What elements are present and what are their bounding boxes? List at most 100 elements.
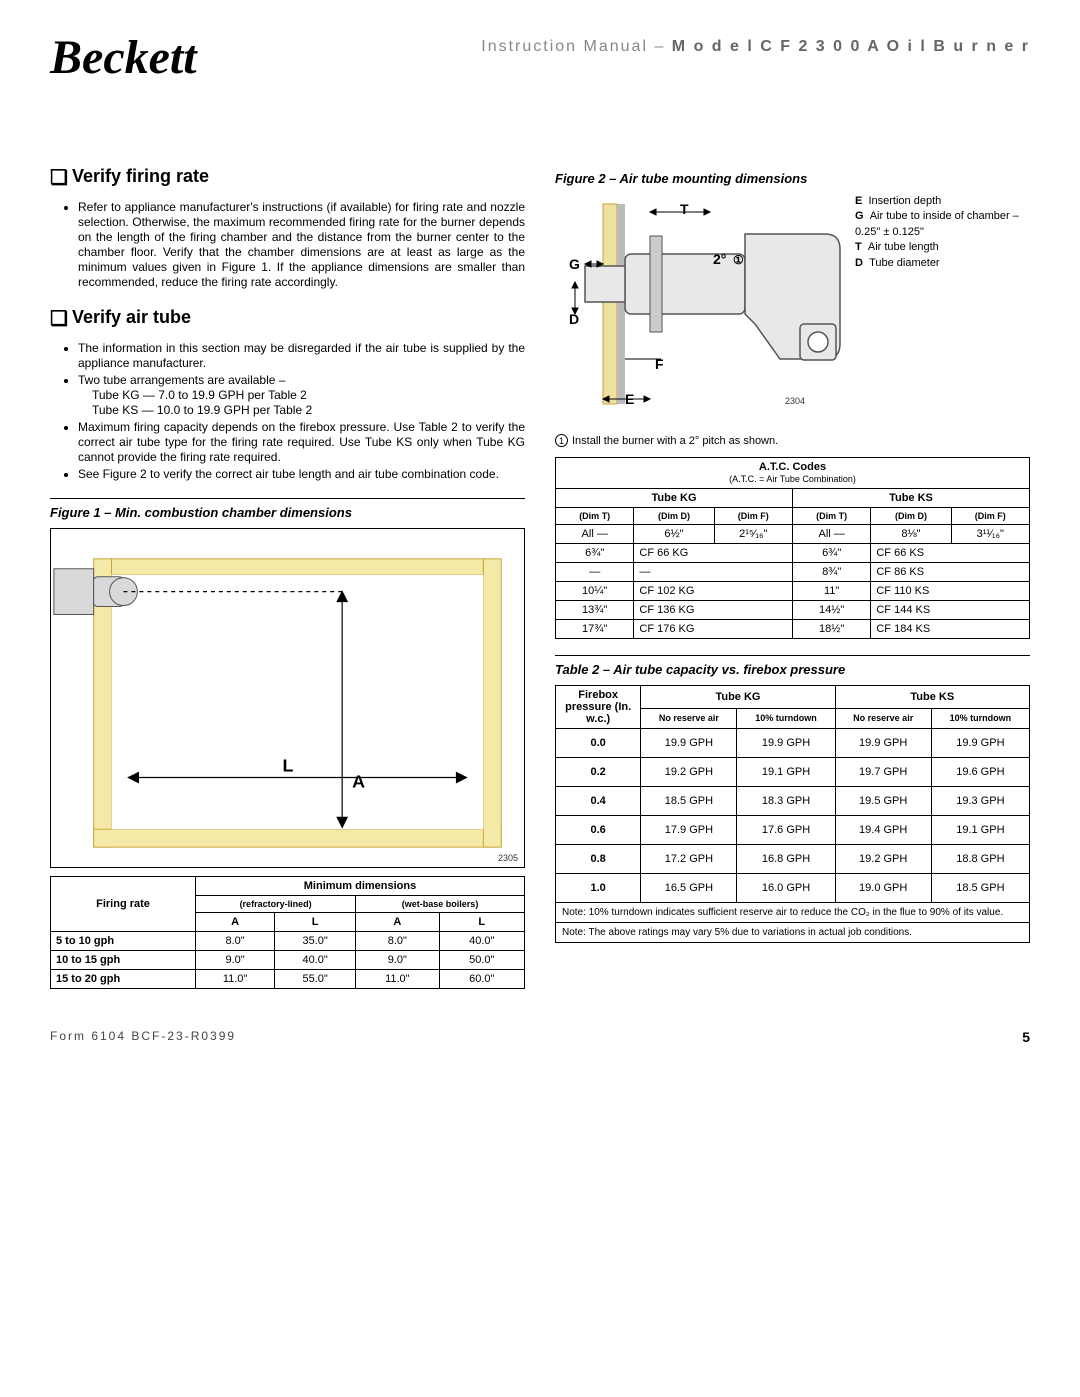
t2-h-fb: Firebox pressure (In. w.c.) — [565, 689, 631, 725]
atc-cell: All — — [556, 525, 634, 544]
rule — [50, 498, 525, 499]
right-column: Figure 2 – Air tube mounting dimensions — [555, 165, 1030, 989]
t2-cell: 0.6 — [556, 816, 641, 845]
atc-cell: 6½" — [634, 525, 714, 544]
t1-cell: 50.0" — [439, 951, 524, 970]
fig1-num: 2305 — [498, 853, 518, 863]
t2-cell: 16.0 GPH — [737, 874, 835, 903]
t2-cell: 16.8 GPH — [737, 845, 835, 874]
svg-text:①: ① — [733, 253, 744, 267]
atc-table: A.T.C. Codes(A.T.C. = Air Tube Combinati… — [555, 457, 1030, 639]
svg-text:G: G — [569, 256, 580, 272]
t1-body: 5 to 10 gph8.0"35.0"8.0"40.0"10 to 15 gp… — [51, 932, 525, 989]
header-title: Instruction Manual – M o d e l C F 2 3 0… — [481, 30, 1030, 56]
t2-cell: 18.5 GPH — [931, 874, 1029, 903]
sec-verify-firing: ❏Verify firing rate — [50, 165, 525, 190]
sec2-b2: Two tube arrangements are available – Tu… — [78, 373, 525, 418]
t1-cell: 11.0" — [196, 970, 275, 989]
form-number: Form 6104 BCF-23-R0399 — [50, 1029, 236, 1045]
t2-cell: 16.5 GPH — [641, 874, 737, 903]
t2-cell: 18.3 GPH — [737, 787, 835, 816]
sec2-b1: The information in this section may be d… — [78, 341, 525, 371]
svg-text:D: D — [569, 311, 579, 327]
t1-cell: 35.0" — [275, 932, 356, 951]
t2-cell: 0.0 — [556, 729, 641, 758]
t2-cell: 19.9 GPH — [931, 729, 1029, 758]
atc-kg: Tube KG — [556, 489, 793, 508]
svg-text:2°: 2° — [713, 251, 726, 267]
sec2-list: The information in this section may be d… — [50, 341, 525, 482]
footer: Form 6104 BCF-23-R0399 5 — [50, 1029, 1030, 1045]
t2-cell: 17.2 GPH — [641, 845, 737, 874]
leg-G: Air tube to inside of chamber – 0.25" ± … — [855, 210, 1019, 237]
t1-cell: 11.0" — [356, 970, 439, 989]
t1-cA2: A — [356, 913, 439, 932]
sec2-b4: See Figure 2 to verify the correct air t… — [78, 467, 525, 482]
fig1-title: Figure 1 – Min. combustion chamber dimen… — [50, 505, 525, 520]
fig2-title: Figure 2 – Air tube mounting dimensions — [555, 171, 1030, 186]
sec1-b1: Refer to appliance manufacturer's instru… — [78, 200, 525, 290]
rule — [555, 655, 1030, 656]
svg-text:T: T — [680, 201, 689, 217]
t2-cell: 17.6 GPH — [737, 816, 835, 845]
t2-cell: 19.3 GPH — [931, 787, 1029, 816]
page-number: 5 — [1022, 1029, 1030, 1045]
t1-cell: 8.0" — [356, 932, 439, 951]
table-1: Firing rate Minimum dimensions (refracto… — [50, 876, 525, 989]
figure-1: L A 2305 — [50, 528, 525, 868]
t2-cell: 0.8 — [556, 845, 641, 874]
checkbox-icon: ❏ — [50, 167, 68, 189]
fig2-row: T G 2° ① D F E — [555, 194, 1030, 424]
t2-cell: 19.6 GPH — [931, 758, 1029, 787]
atc-cell: 3¹¹⁄₁₆" — [951, 525, 1029, 544]
t2-cell: 0.2 — [556, 758, 641, 787]
header-model: M o d e l C F 2 3 0 0 A O i l B u r n e … — [672, 38, 1030, 55]
fig1-label-L: L — [283, 756, 294, 776]
atc-cell: 2¹⁵⁄₁₆" — [714, 525, 792, 544]
t1-cL1: L — [275, 913, 356, 932]
t2-cell: 18.8 GPH — [931, 845, 1029, 874]
sec2-b2a: Tube KG — 7.0 to 19.9 GPH per Table 2 — [78, 388, 525, 403]
t1-sub1: (refractory-lined) — [196, 896, 356, 913]
t2-cell: 19.9 GPH — [737, 729, 835, 758]
t2-cell: 19.4 GPH — [835, 816, 931, 845]
t2-note2: Note: The above ratings may vary 5% due … — [556, 923, 1030, 943]
atc-title: A.T.C. Codes(A.T.C. = Air Tube Combinati… — [556, 458, 1030, 489]
t2-cell: 19.0 GPH — [835, 874, 931, 903]
install-note-text: Install the burner with a 2° pitch as sh… — [572, 435, 778, 447]
t1-cell: 10 to 15 gph — [51, 951, 196, 970]
figure-2: T G 2° ① D F E — [555, 194, 845, 424]
t2-h-ks: Tube KS — [835, 686, 1029, 709]
fig1-svg: L A — [51, 529, 524, 867]
atc-ks: Tube KS — [792, 489, 1029, 508]
t1-cA1: A — [196, 913, 275, 932]
checkbox-icon: ❏ — [50, 308, 68, 330]
sec2-b3: Maximum firing capacity depends on the f… — [78, 420, 525, 465]
content-columns: ❏Verify firing rate Refer to appliance m… — [50, 165, 1030, 989]
sec2-title: Verify air tube — [72, 307, 191, 327]
t2-cell: 19.2 GPH — [641, 758, 737, 787]
t2-h-kg: Tube KG — [641, 686, 835, 709]
svg-text:F: F — [655, 356, 664, 372]
t2-cell: 19.5 GPH — [835, 787, 931, 816]
t2-cell: 19.1 GPH — [737, 758, 835, 787]
t1-cell: 15 to 20 gph — [51, 970, 196, 989]
sec2-b2b: Tube KS — 10.0 to 19.9 GPH per Table 2 — [78, 403, 525, 418]
sec1-title: Verify firing rate — [72, 166, 209, 186]
sec1-list: Refer to appliance manufacturer's instru… — [50, 200, 525, 290]
t2-cell: 19.9 GPH — [641, 729, 737, 758]
t2-cell: 1.0 — [556, 874, 641, 903]
t2-cell: 18.5 GPH — [641, 787, 737, 816]
t1-cell: 9.0" — [356, 951, 439, 970]
atc-cell: All — — [792, 525, 870, 544]
t1-cell: 5 to 10 gph — [51, 932, 196, 951]
t1-cL2: L — [439, 913, 524, 932]
fig1-label-A: A — [352, 771, 365, 791]
fig2-legend: E Insertion depth G Air tube to inside o… — [855, 194, 1030, 271]
t1-h-md: Minimum dimensions — [196, 877, 525, 896]
t2-cell: 19.9 GPH — [835, 729, 931, 758]
atc-cell: 8⅛" — [871, 525, 951, 544]
t2-cell: 19.2 GPH — [835, 845, 931, 874]
header-prefix: Instruction Manual – — [481, 38, 672, 55]
t1-cell: 60.0" — [439, 970, 524, 989]
